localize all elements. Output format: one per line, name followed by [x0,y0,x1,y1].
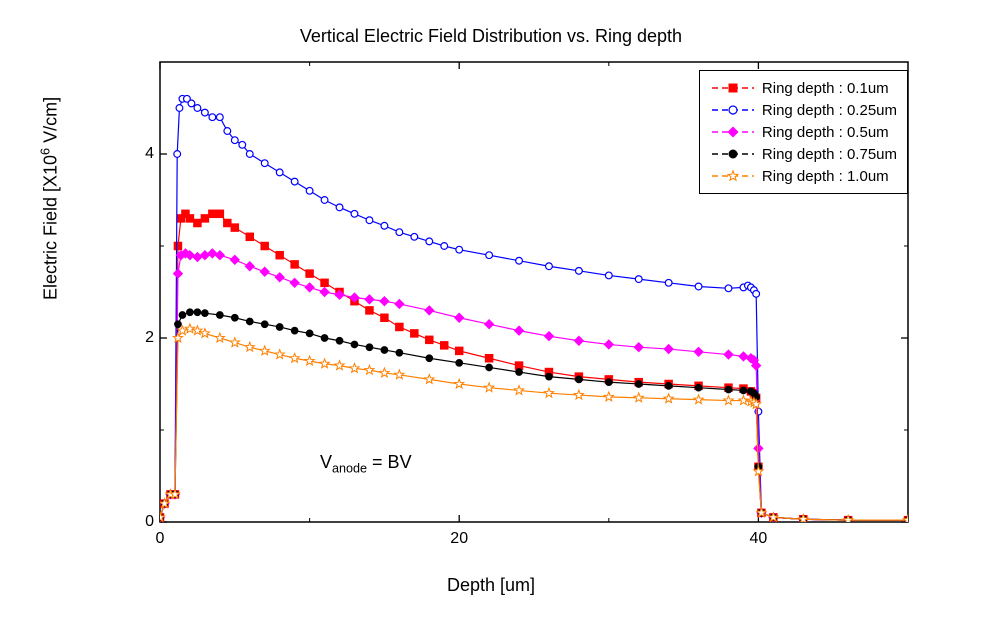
legend-label: Ring depth : 0.75um [762,146,897,163]
legend-label: Ring depth : 0.25um [762,102,897,119]
legend-swatch [710,166,756,186]
legend-item: Ring depth : 0.75um [710,143,897,165]
y-tick-label: 4 [145,145,154,163]
x-tick-label: 0 [156,530,165,548]
legend-swatch [710,144,756,164]
legend-swatch [710,122,756,142]
x-tick-label: 40 [749,530,767,548]
annotation-vanode: Vanode = BV [320,452,412,476]
legend-item: Ring depth : 0.1um [710,77,897,99]
legend-item: Ring depth : 0.5um [710,121,897,143]
legend-label: Ring depth : 0.1um [762,80,889,97]
legend-label: Ring depth : 1.0um [762,168,889,185]
x-tick-label: 20 [450,530,468,548]
y-tick-label: 0 [145,513,154,531]
legend-swatch [710,100,756,120]
y-tick-label: 2 [145,329,154,347]
legend-item: Ring depth : 0.25um [710,99,897,121]
legend-swatch [710,78,756,98]
legend-item: Ring depth : 1.0um [710,165,897,187]
legend-label: Ring depth : 0.5um [762,124,889,141]
legend-box: Ring depth : 0.1um Ring depth : 0.25um Rin… [699,70,908,194]
